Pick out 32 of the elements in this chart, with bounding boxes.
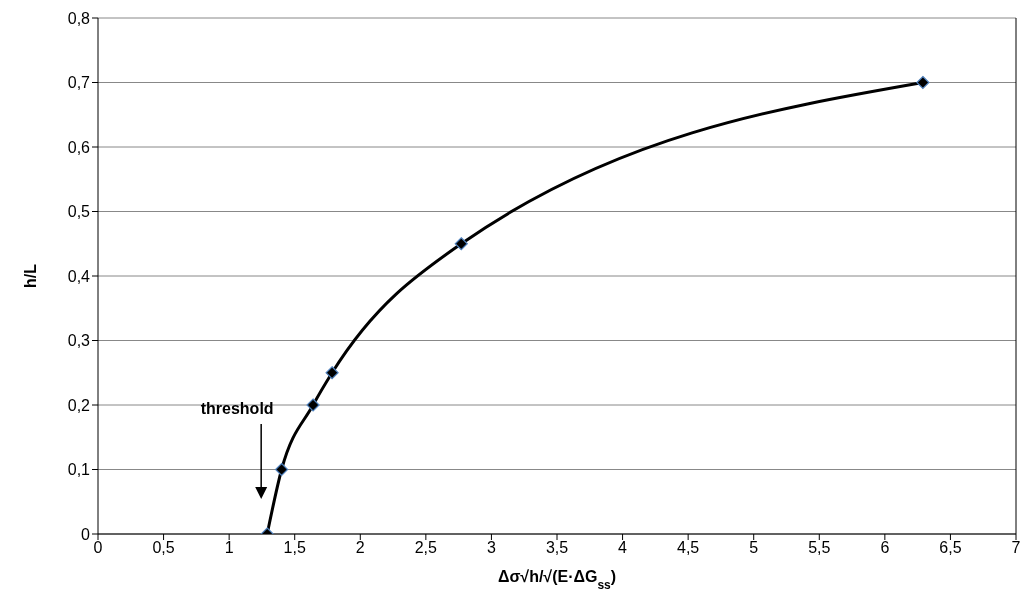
y-tick-label: 0,5 (67, 203, 91, 221)
x-tick-label: 5,5 (808, 539, 831, 557)
y-tick-label: 0,6 (67, 138, 91, 156)
x-tick-label: 0 (93, 539, 103, 557)
x-tick-label: 1 (224, 539, 234, 557)
y-tick-label: 0,2 (67, 396, 91, 414)
annotation: threshold (200, 400, 274, 417)
x-tick-label: 7 (1011, 539, 1021, 557)
point (306, 398, 320, 412)
x-tick-label: 5 (749, 539, 759, 557)
y-tick-label: 0,1 (67, 461, 91, 479)
x-tick-label: 2 (355, 539, 365, 557)
x-tick-label: 1,5 (283, 539, 306, 557)
y-tick-label: 0,4 (67, 267, 91, 285)
x-tick-label: 3 (486, 539, 496, 557)
point (325, 366, 339, 380)
x-tick-label: 2,5 (414, 539, 438, 557)
x-tick-label: 4,5 (677, 539, 700, 557)
y-axis-title: h/L (22, 263, 39, 288)
point (454, 237, 468, 251)
x-tick-label: 4 (618, 539, 628, 557)
y-tick-label: 0,3 (67, 332, 91, 350)
y-tick-label: 0,7 (67, 74, 91, 92)
point (275, 462, 289, 477)
y-tick-label: 0,8 (67, 9, 91, 27)
x-axis-title: Δσ√h/√(E·ΔG$_{ss}$) (497, 568, 617, 592)
point (916, 75, 930, 90)
y-tick-label: 0 (81, 525, 91, 543)
x-tick-label: 6 (880, 539, 890, 557)
x-tick-label: 6,5 (939, 539, 962, 557)
x-tick-label: 3,5 (545, 539, 569, 557)
x-tick-label: 0,5 (152, 539, 175, 557)
